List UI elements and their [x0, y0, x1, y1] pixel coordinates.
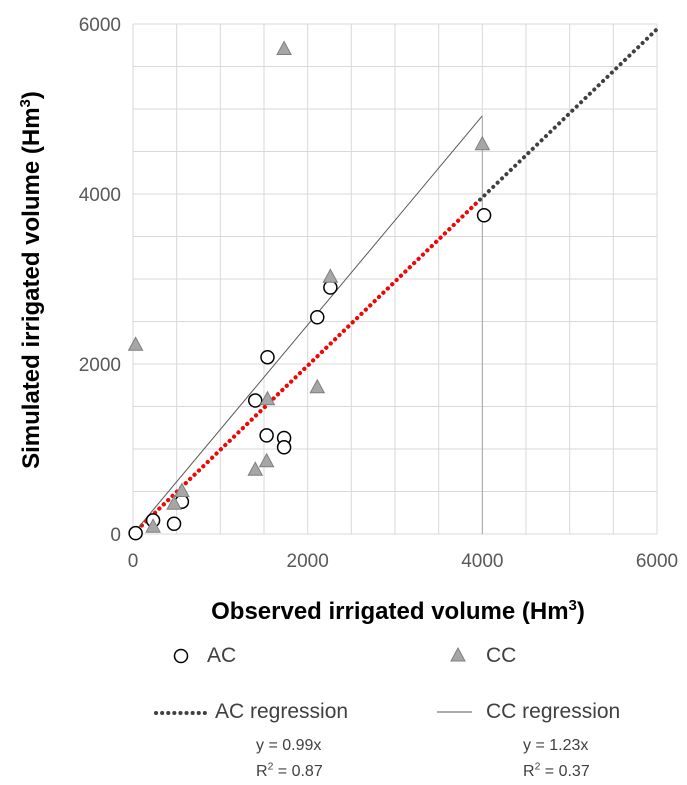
- x-tick-label: 0: [128, 551, 139, 572]
- legend-cc-label: CC: [486, 644, 517, 667]
- cc-point: [145, 518, 161, 533]
- ac-equation: y = 0.99x: [256, 737, 322, 754]
- cc-point: [174, 482, 190, 497]
- cc-point: [276, 40, 292, 55]
- legend-ac-regression-label: AC regression: [215, 700, 349, 723]
- regression-lines: [131, 27, 659, 536]
- y-axis-title: Simulated irrigated volume (Hm3): [17, 91, 45, 469]
- regression-line: [132, 115, 483, 535]
- x-tick-label: 4000: [461, 551, 503, 572]
- x-tick-label: 6000: [636, 551, 678, 572]
- cc-r-squared: R2 = 0.37: [523, 761, 590, 780]
- y-tick-label: 4000: [79, 185, 121, 206]
- ac-point: [128, 525, 143, 541]
- x-tick-label: 2000: [287, 551, 329, 572]
- cc-point: [474, 135, 491, 151]
- x-axis-title: Observed irrigated volume (Hm3): [211, 597, 585, 625]
- legend-ac-marker: [173, 648, 189, 664]
- ac-point: [476, 208, 492, 223]
- legend-cc-regression-label: CC regression: [486, 700, 621, 723]
- cc-point: [259, 390, 276, 406]
- cc-equation: y = 1.23x: [523, 737, 589, 754]
- ac-point: [166, 516, 182, 532]
- cc-point: [258, 452, 275, 468]
- ac-point: [276, 440, 292, 455]
- ac-point: [260, 349, 275, 365]
- cc-point: [166, 495, 182, 510]
- cc-point: [127, 336, 144, 351]
- y-tick-label: 0: [110, 525, 121, 546]
- data-points: [127, 40, 492, 541]
- legend-ac-label: AC: [207, 644, 237, 667]
- ac-point: [248, 393, 263, 408]
- ac-r-squared: R2 = 0.87: [256, 761, 323, 780]
- regression-line: [131, 199, 480, 536]
- cc-point: [322, 268, 339, 283]
- tick-labels: 0 2000 4000 6000 0 2000 4000 6000: [79, 15, 678, 572]
- cc-point: [309, 378, 326, 394]
- ac-point: [323, 280, 338, 295]
- cc-point: [247, 461, 264, 476]
- ac-point: [259, 428, 274, 443]
- legend-cc-marker: [450, 646, 466, 662]
- y-tick-label: 6000: [79, 15, 121, 36]
- ac-point: [310, 310, 325, 325]
- y-tick-label: 2000: [79, 355, 121, 376]
